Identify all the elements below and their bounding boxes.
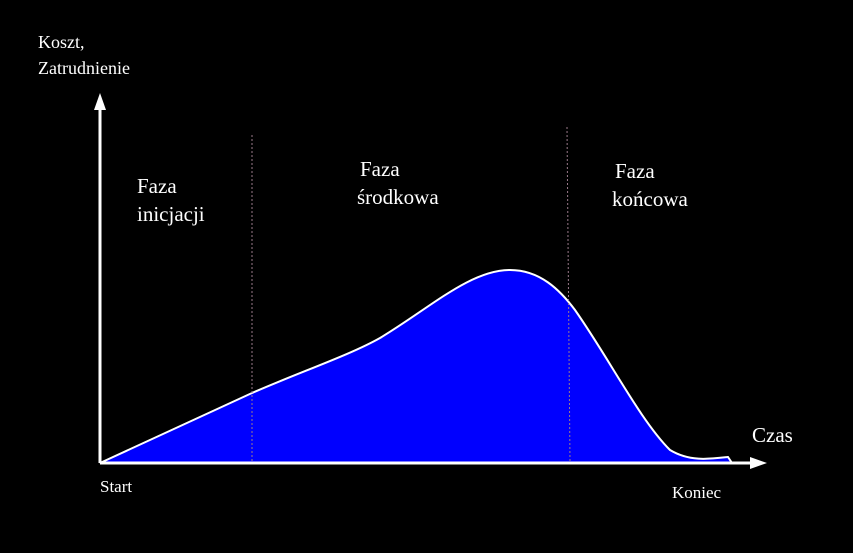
phase-label: Faza [137, 174, 177, 198]
phase-labels: Faza inicjacji Faza środkowa Faza końcowa [137, 157, 688, 226]
phase-divider [566, 126, 571, 464]
y-axis-label: Koszt, [38, 32, 85, 52]
end-label: Koniec [672, 483, 722, 502]
y-axis-label: Zatrudnienie [38, 58, 130, 78]
phase-label: końcowa [612, 187, 688, 211]
y-axis-arrow [94, 93, 106, 110]
start-label: Start [100, 477, 132, 496]
effort-curve [99, 268, 734, 464]
phase-label: Faza [360, 157, 400, 181]
phase-label: inicjacji [137, 202, 205, 226]
phase-label: Faza [615, 159, 655, 183]
x-axis-arrow [750, 457, 767, 469]
phase-label: środkowa [357, 185, 439, 209]
x-axis-label: Czas [752, 423, 793, 447]
